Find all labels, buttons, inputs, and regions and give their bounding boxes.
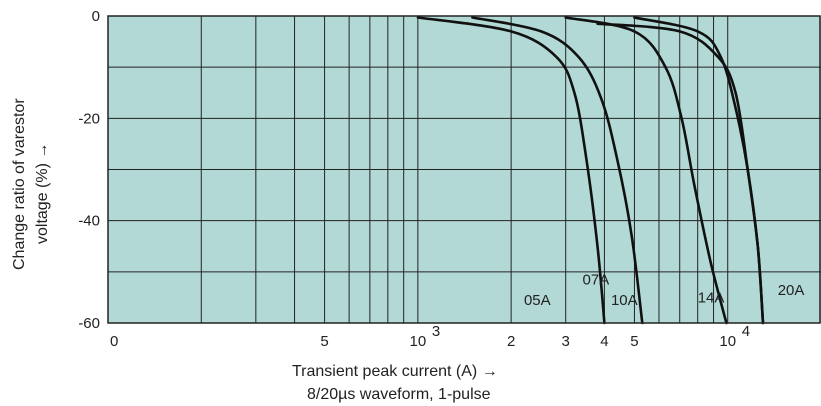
- curve-07A: [471, 16, 644, 325]
- y-tick-label: -20: [78, 110, 100, 127]
- x-tick-label: 5: [320, 333, 328, 350]
- x-tick-label: 4: [600, 333, 608, 350]
- curve-20A: [596, 22, 765, 325]
- x-tick-label: 2: [507, 333, 515, 350]
- x-tick-exponent: 4: [742, 323, 750, 340]
- x-axis-subtitle: 8/20µs waveform, 1-pulse: [307, 386, 491, 403]
- y-tick-labels: 0 -20 -40 -60: [78, 8, 100, 332]
- x-tick-exponent: 3: [432, 323, 440, 340]
- x-tick-label: 0: [110, 333, 118, 350]
- x-tick-label: 3: [562, 333, 570, 350]
- curve-10A: [564, 16, 728, 325]
- curve-label-05A: 05A: [524, 292, 551, 309]
- x-tick-label: 10: [410, 333, 427, 350]
- curves: [416, 16, 765, 325]
- y-axis-title: Change ratio of varestor: [11, 98, 28, 270]
- curve-labels: 07A 05A 10A 14A 20A: [524, 272, 804, 309]
- curve-label-07A: 07A: [583, 272, 610, 289]
- y-axis-subtitle: voltage (%) →: [34, 143, 51, 244]
- y-tick-label: -60: [78, 315, 100, 332]
- curve-05A: [416, 16, 606, 325]
- curve-label-20A: 20A: [778, 282, 805, 299]
- y-tick-label: -40: [78, 213, 100, 230]
- curve-label-10A: 10A: [611, 292, 638, 309]
- x-tick-labels: 0 5 10 3 2 3 4 5 10 4: [110, 323, 750, 350]
- curve-label-14A: 14A: [698, 290, 725, 307]
- y-tick-label: 0: [92, 8, 100, 25]
- x-axis-title: Transient peak current (A) →: [292, 363, 498, 380]
- x-tick-label: 10: [719, 333, 736, 350]
- plot-frame: [107, 15, 821, 324]
- x-tick-label: 5: [630, 333, 638, 350]
